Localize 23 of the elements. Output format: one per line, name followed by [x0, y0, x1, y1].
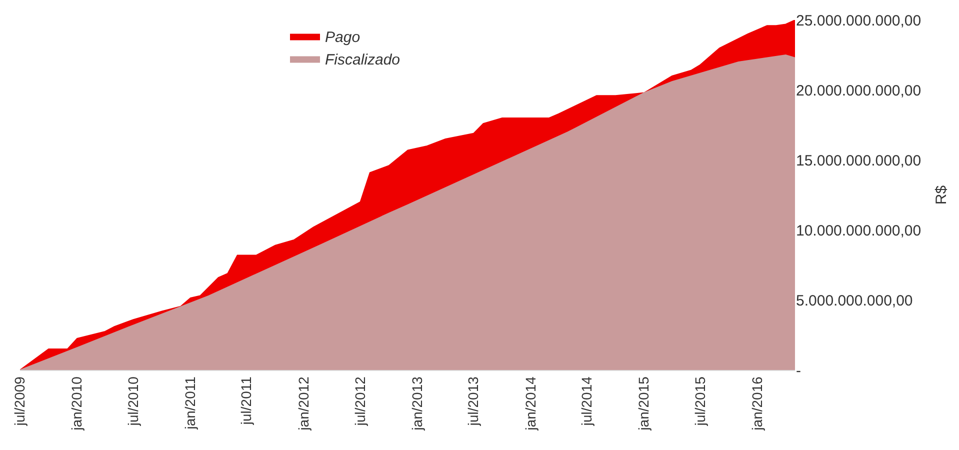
x-tick-label: jul/2011 — [238, 376, 254, 426]
legend-label: Fiscalizado — [325, 52, 400, 69]
y-tick-label: - — [796, 362, 801, 380]
x-tick-label: jan/2016 — [748, 376, 765, 432]
x-tick-label: jul/2009 — [12, 376, 28, 427]
y-tick-label: 25.000.000.000,00 — [796, 12, 922, 30]
y-tick-label: 10.000.000.000,00 — [796, 222, 922, 240]
x-tick-label: jan/2015 — [636, 376, 652, 432]
x-tick-label: jul/2013 — [465, 376, 482, 427]
x-tick-label: jan/2013 — [408, 376, 425, 432]
legend-label: Pago — [325, 29, 360, 46]
x-tick-label: jan/2014 — [522, 376, 538, 432]
x-tick-label: jul/2012 — [352, 376, 368, 427]
x-tick-label: jul/2014 — [578, 376, 595, 427]
y-axis-title: R$ — [933, 184, 950, 205]
x-tick-label: jan/2012 — [295, 376, 312, 432]
y-tick-label: 5.000.000.000,00 — [796, 292, 913, 310]
y-tick-label: 20.000.000.000,00 — [796, 82, 922, 100]
x-tick-label: jan/2011 — [182, 376, 198, 430]
x-tick-label: jul/2010 — [124, 376, 141, 427]
x-tick-label: jan/2010 — [68, 376, 85, 432]
x-tick-label: jul/2015 — [692, 376, 708, 427]
y-tick-label: 15.000.000.000,00 — [796, 152, 922, 170]
